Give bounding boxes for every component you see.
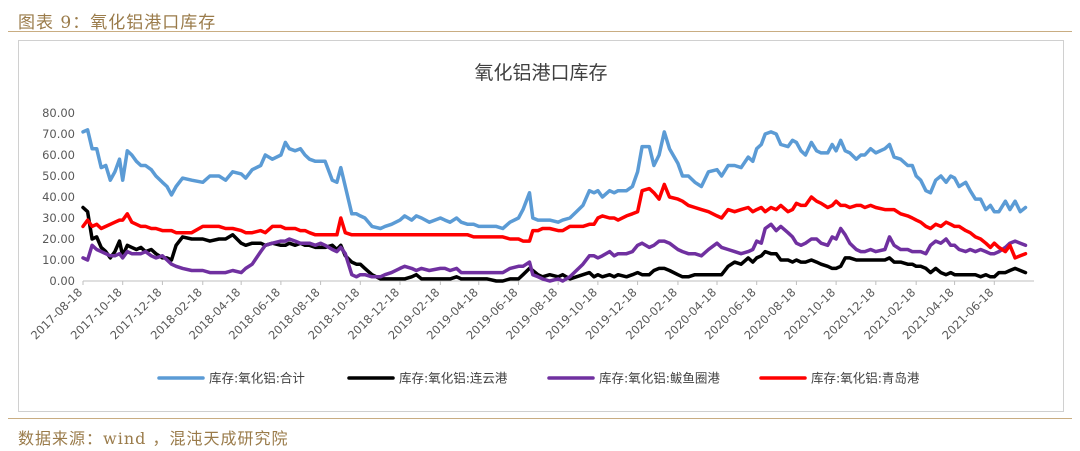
series-line-2 [81, 205, 1028, 283]
figure-caption: 图表 9：氧化铝港口库存 [18, 13, 217, 33]
series-line-3 [81, 222, 1028, 283]
series-line-1 [81, 128, 1028, 231]
x-axis: 2017-08-182017-10-182017-12-182018-02-18… [28, 281, 996, 342]
y-tick-label: 70.00 [42, 127, 75, 141]
bottom-divider [8, 418, 1072, 419]
legend-label-2: 库存:氧化铝:连云港 [399, 371, 508, 386]
series-lines [81, 128, 1028, 283]
y-tick-label: 10.00 [42, 253, 75, 267]
chart-title: 氧化铝港口库存 [474, 62, 607, 84]
y-tick-label: 0.00 [49, 274, 75, 288]
chart-frame: 氧化铝港口库存 0.00 10.00 20.00 30.00 40.00 50.00 60.… [18, 40, 1064, 412]
y-tick-label: 50.00 [42, 169, 75, 183]
y-tick-label: 20.00 [42, 232, 75, 246]
legend-label-3: 库存:氧化铝:鲅鱼圈港 [599, 371, 720, 386]
y-tick-label: 40.00 [42, 190, 75, 204]
series-line-4 [81, 182, 1028, 260]
y-tick-label: 30.00 [42, 211, 75, 225]
legend-label-4: 库存:氧化铝:青岛港 [811, 371, 920, 386]
y-tick-label: 60.00 [42, 148, 75, 162]
top-divider [8, 31, 1072, 32]
y-tick-label: 80.00 [42, 106, 75, 120]
legend: 库存:氧化铝:合计 库存:氧化铝:连云港 库存:氧化铝:鲅鱼圈港 库存:氧化铝:青岛港 [157, 371, 920, 386]
legend-label-1: 库存:氧化铝:合计 [209, 371, 305, 386]
source-note: 数据来源：wind ，混沌天成研究院 [18, 429, 289, 448]
y-axis: 0.00 10.00 20.00 30.00 40.00 50.00 60.00 70.00 8… [42, 106, 1034, 288]
chart-canvas: 氧化铝港口库存 0.00 10.00 20.00 30.00 40.00 50.00 60.… [28, 62, 1034, 386]
